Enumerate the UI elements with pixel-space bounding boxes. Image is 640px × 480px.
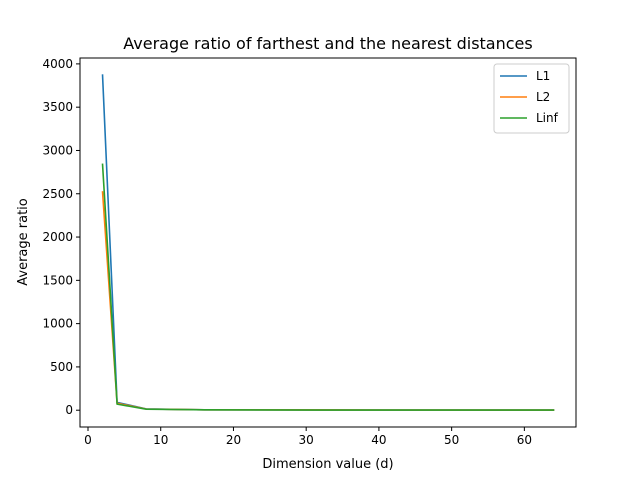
y-tick-label: 500 bbox=[50, 360, 73, 374]
legend-box bbox=[493, 63, 570, 134]
legend-label-l1: L1 bbox=[536, 69, 550, 83]
y-tick-label: 2000 bbox=[42, 230, 73, 244]
y-axis-ticks: 0 500 1000 1500 2000 2500 3000 3500 4000 bbox=[42, 57, 80, 417]
legend-label-linf: Linf bbox=[536, 111, 559, 125]
y-tick-label: 4000 bbox=[42, 57, 73, 71]
y-tick-label: 0 bbox=[65, 403, 73, 417]
x-tick-label: 10 bbox=[153, 433, 168, 447]
y-tick-label: 3000 bbox=[42, 143, 73, 157]
x-tick-label: 50 bbox=[444, 433, 459, 447]
x-axis-ticks: 0 10 20 30 40 50 60 bbox=[84, 427, 532, 447]
axes-frame bbox=[79, 57, 577, 428]
y-tick-label: 1500 bbox=[42, 273, 73, 287]
y-axis-label: Average ratio bbox=[16, 198, 31, 286]
y-tick-label: 2500 bbox=[42, 187, 73, 201]
x-tick-label: 30 bbox=[299, 433, 314, 447]
legend-label-l2: L2 bbox=[536, 90, 550, 104]
plot-lines bbox=[101, 74, 555, 411]
y-tick-label: 3500 bbox=[42, 100, 73, 114]
x-axis-label: Dimension value (d) bbox=[262, 457, 393, 472]
series-line-linf bbox=[101, 163, 555, 411]
y-tick-label: 1000 bbox=[42, 317, 73, 331]
x-tick-label: 0 bbox=[84, 433, 92, 447]
x-tick-label: 20 bbox=[226, 433, 241, 447]
x-tick-label: 40 bbox=[371, 433, 386, 447]
chart-title: Average ratio of farthest and the neares… bbox=[123, 34, 532, 53]
legend: L1 L2 Linf bbox=[493, 63, 570, 134]
x-tick-label: 60 bbox=[517, 433, 532, 447]
